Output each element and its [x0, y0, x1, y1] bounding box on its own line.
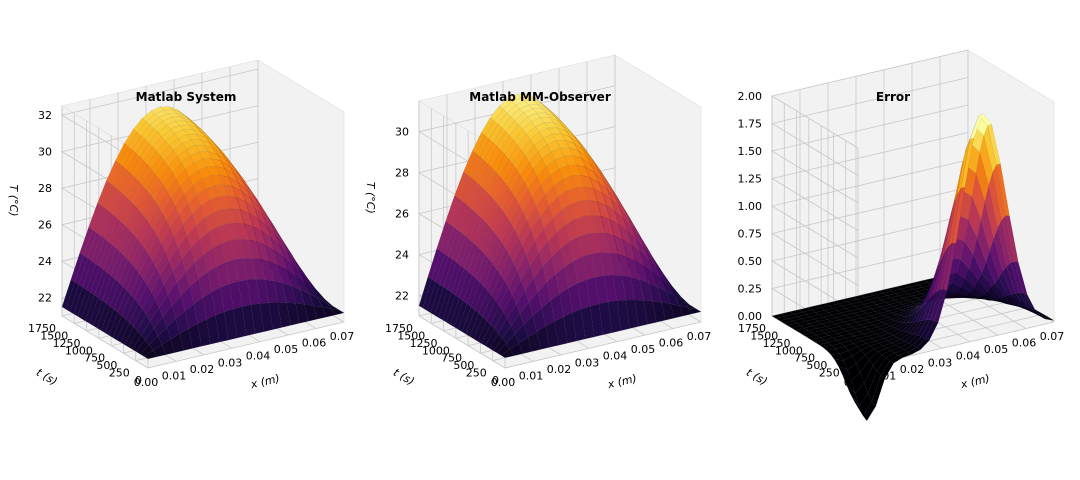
- z-tick-label: 30: [395, 126, 409, 139]
- chart-title: Matlab System: [136, 90, 237, 104]
- t-tick-label: 250: [109, 367, 130, 380]
- x-tick-label: 0.03: [575, 356, 600, 369]
- t-tick-label: 0: [845, 374, 852, 387]
- z-tick-label: 26: [38, 219, 52, 232]
- t-axis-label: t (s): [34, 366, 60, 388]
- t-tick-label: 500: [806, 359, 827, 372]
- x-tick-label: 0.02: [190, 363, 215, 376]
- x-tick-label: 0.04: [246, 350, 271, 363]
- z-gridline: [770, 214, 969, 314]
- panel-2: 0.000.010.020.030.040.050.060.07 0 2505007…: [364, 54, 712, 391]
- t-tick-label: 1500: [40, 329, 68, 342]
- x-tick-label: 0.06: [1012, 337, 1037, 350]
- x-axis-label: x (m): [248, 372, 280, 391]
- chart-title: Matlab MM-Observer: [469, 90, 611, 104]
- t-axis-label: t (s): [744, 366, 770, 388]
- x-tick-label: 0.07: [1040, 330, 1065, 343]
- t-tick-label: 1250: [53, 337, 81, 350]
- x-tick-label: 0.01: [519, 369, 544, 382]
- x-tick-label: 0.01: [872, 369, 897, 382]
- z-tick-label: 32: [38, 109, 52, 122]
- z-gridline: [60, 68, 259, 168]
- x-tick-label: 0.06: [302, 337, 327, 350]
- surface-patch: [1041, 316, 1055, 321]
- t-tick-label: 0: [135, 374, 142, 387]
- z-tick-label: 0.50: [738, 255, 763, 268]
- x-tick-label: 0.07: [687, 330, 712, 343]
- z-axis-label: T (°C): [7, 185, 20, 217]
- t-tick-label: 250: [466, 367, 487, 380]
- t-tick-label: 250: [819, 367, 840, 380]
- panel-3: 0.000.010.020.030.040.050.060.0702505007…: [738, 49, 1065, 421]
- x-axis-label: x (m): [605, 372, 637, 391]
- x-tick-label: 0.07: [330, 330, 355, 343]
- z-gridline: [770, 49, 969, 149]
- x-axis-label: x (m): [958, 372, 990, 391]
- x-tick-label: 0.00: [844, 376, 869, 389]
- surface: [771, 113, 1055, 421]
- surface-patch: [330, 308, 345, 316]
- x-tick-label: 0.03: [928, 356, 953, 369]
- t-tick-label: 0: [492, 374, 499, 387]
- z-tick-label: 22: [395, 290, 409, 303]
- z-tick-label: 0.00: [738, 310, 763, 323]
- surface: [418, 93, 702, 358]
- z-tick-label: 22: [38, 292, 52, 305]
- x-tick-label: 0.02: [900, 363, 925, 376]
- z-tick-label: 24: [38, 255, 52, 268]
- x-tick-label: 0.05: [984, 343, 1009, 356]
- z-tick-label: 0.25: [738, 283, 763, 296]
- z-tick-label: 2.00: [738, 90, 763, 103]
- z-tick-label: 30: [38, 146, 52, 159]
- z-tick-label: 28: [38, 182, 52, 195]
- z-tick-label: 28: [395, 167, 409, 180]
- t-tick-label: 1750: [28, 322, 56, 335]
- x-tick-label: 0.00: [491, 376, 516, 389]
- t-tick-label: 1000: [422, 344, 450, 357]
- z-gridline: [770, 77, 969, 176]
- z-tick-label: 0.75: [738, 228, 763, 241]
- t-tick-label: 1500: [397, 329, 425, 342]
- x-tick-label: 0.00: [134, 376, 159, 389]
- chart-title: Error: [876, 90, 910, 104]
- x-tick-label: 0.01: [162, 369, 187, 382]
- z-tick-label: 1.00: [738, 200, 763, 213]
- z-tick-label: 26: [395, 208, 409, 221]
- x-tick-label: 0.03: [218, 356, 243, 369]
- t-tick-label: 1500: [750, 329, 778, 342]
- t-tick-label: 500: [96, 359, 117, 372]
- x-tick-label: 0.04: [603, 350, 628, 363]
- t-tick-label: 1750: [385, 322, 413, 335]
- z-tick-label: 1.25: [738, 173, 763, 186]
- t-tick-label: 750: [441, 352, 462, 365]
- z-tick-label: 24: [395, 249, 409, 262]
- t-axis-label: t (s): [391, 366, 417, 388]
- z-gridline: [770, 132, 969, 231]
- surface: [61, 106, 345, 360]
- t-tick-label: 1250: [410, 337, 438, 350]
- z-gridline: [770, 159, 969, 259]
- t-tick-label: 1000: [775, 344, 803, 357]
- x-tick-label: 0.06: [659, 337, 684, 350]
- t-tick-label: 500: [453, 359, 474, 372]
- x-tick-label: 0.05: [631, 343, 656, 356]
- x-tick-label: 0.02: [547, 363, 572, 376]
- x-tick-label: 0.05: [274, 343, 299, 356]
- t-tick-label: 750: [84, 352, 105, 365]
- t-tick-label: 1000: [65, 344, 93, 357]
- z-axis-label: T (°C): [364, 182, 377, 214]
- z-gridline: [770, 104, 969, 204]
- panel-1: 0.000.010.020.030.040.050.060.07 0 2505007…: [7, 59, 355, 391]
- x-tick-label: 0.04: [956, 350, 981, 363]
- t-tick-label: 750: [794, 352, 815, 365]
- surface-patch: [327, 303, 341, 311]
- z-tick-label: 1.50: [738, 145, 763, 158]
- z-tick-label: 1.75: [738, 118, 763, 131]
- t-tick-label: 1250: [763, 337, 791, 350]
- surface-patch: [687, 307, 702, 315]
- z-gridline: [770, 187, 969, 286]
- t-tick-label: 1750: [738, 322, 766, 335]
